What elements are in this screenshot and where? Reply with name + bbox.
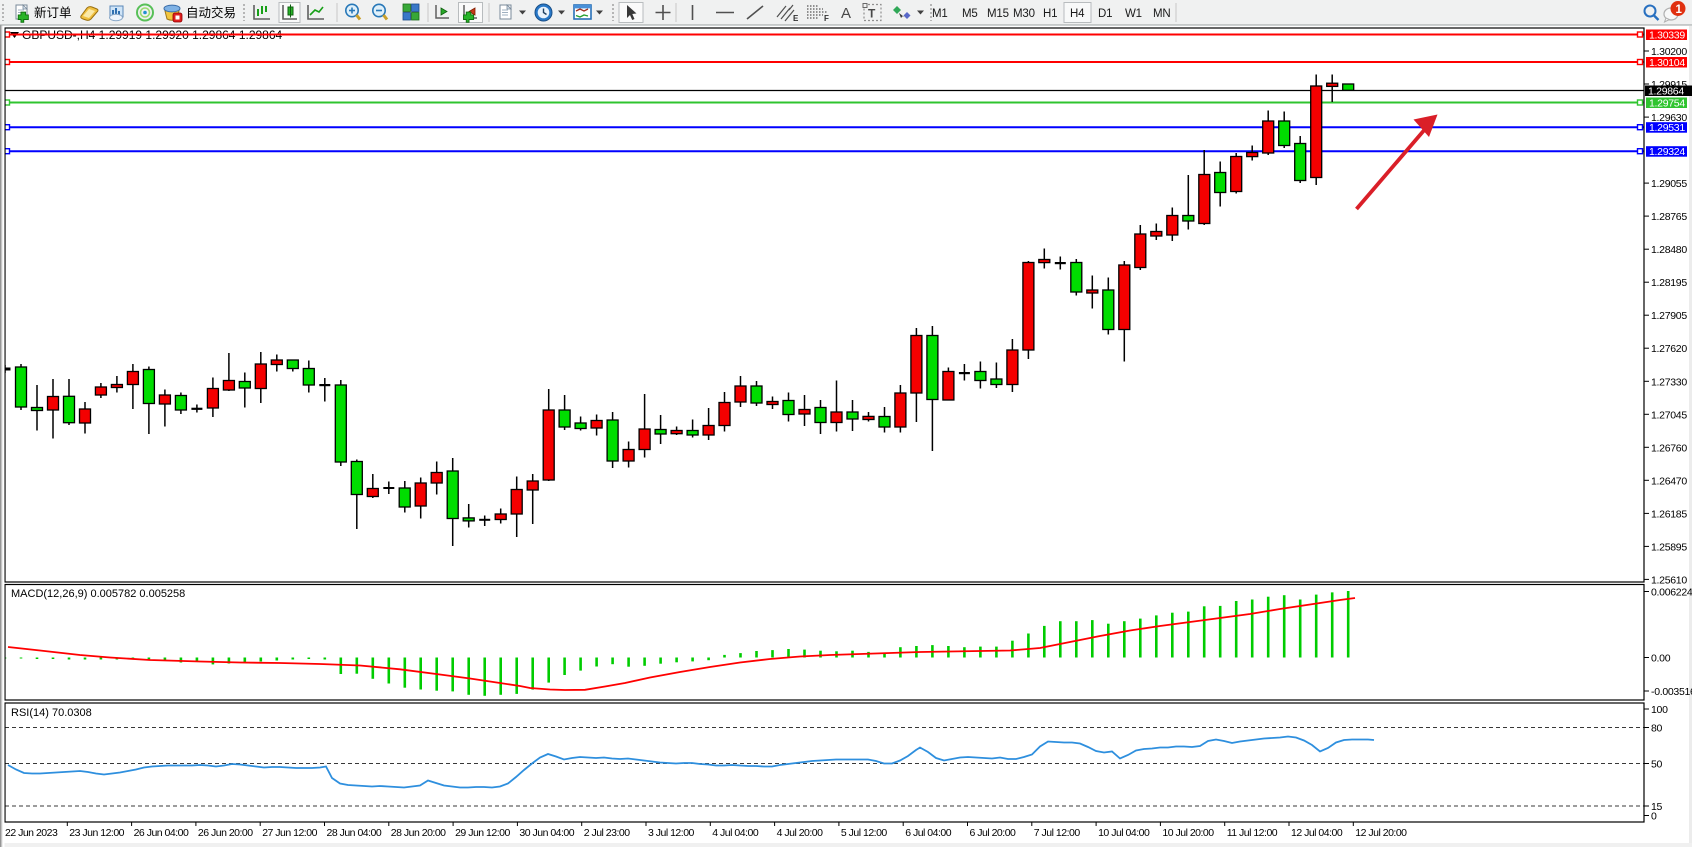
svg-text:自动交易: 自动交易 — [186, 5, 236, 20]
svg-text:26 Jun 04:00: 26 Jun 04:00 — [134, 827, 189, 839]
svg-text:1.26185: 1.26185 — [1651, 508, 1687, 520]
svg-text:10 Jul 04:00: 10 Jul 04:00 — [1098, 827, 1150, 839]
svg-text:50: 50 — [1651, 759, 1663, 771]
svg-text:6 Jul 20:00: 6 Jul 20:00 — [970, 827, 1017, 839]
svg-text:10 Jul 20:00: 10 Jul 20:00 — [1162, 827, 1214, 839]
svg-text:4 Jul 04:00: 4 Jul 04:00 — [712, 827, 759, 839]
svg-text:0.006224: 0.006224 — [1651, 587, 1692, 599]
svg-text:1.26760: 1.26760 — [1651, 442, 1687, 454]
svg-text:7 Jul 12:00: 7 Jul 12:00 — [1034, 827, 1081, 839]
svg-text:1.29754: 1.29754 — [1649, 98, 1685, 110]
svg-text:新订单: 新订单 — [34, 5, 72, 20]
svg-text:1.29055: 1.29055 — [1651, 178, 1687, 190]
svg-text:E: E — [793, 14, 799, 23]
svg-text:30 Jun 04:00: 30 Jun 04:00 — [519, 827, 574, 839]
svg-text:A: A — [841, 5, 851, 22]
svg-text:MACD(12,26,9) 0.005782 0.00525: MACD(12,26,9) 0.005782 0.005258 — [11, 588, 185, 600]
svg-text:1.26470: 1.26470 — [1651, 475, 1687, 487]
svg-text:T: T — [868, 7, 876, 21]
svg-text:11 Jul 12:00: 11 Jul 12:00 — [1227, 827, 1278, 839]
svg-text:M15: M15 — [987, 8, 1009, 20]
svg-text:MN: MN — [1153, 8, 1171, 20]
svg-text:1.27620: 1.27620 — [1651, 343, 1687, 355]
svg-text:12 Jul 20:00: 12 Jul 20:00 — [1355, 827, 1407, 839]
svg-text:M5: M5 — [962, 8, 978, 20]
svg-text:2 Jul 23:00: 2 Jul 23:00 — [584, 827, 631, 839]
svg-text:H4: H4 — [1070, 8, 1085, 20]
svg-text:29 Jun 12:00: 29 Jun 12:00 — [455, 827, 510, 839]
svg-text:F: F — [824, 14, 829, 23]
svg-text:H1: H1 — [1043, 8, 1057, 20]
svg-text:23 Jun 12:00: 23 Jun 12:00 — [69, 827, 124, 839]
svg-text:RSI(14) 70.0308: RSI(14) 70.0308 — [11, 707, 92, 719]
svg-text:1.28765: 1.28765 — [1651, 211, 1687, 223]
svg-text:3 Jul 12:00: 3 Jul 12:00 — [648, 827, 695, 839]
svg-text:100: 100 — [1651, 704, 1668, 716]
svg-text:1.30104: 1.30104 — [1649, 57, 1685, 69]
svg-text:0: 0 — [1651, 811, 1657, 823]
svg-text:-0.003516: -0.003516 — [1651, 686, 1692, 698]
svg-text:1.27330: 1.27330 — [1651, 376, 1687, 388]
svg-text:1.29864: 1.29864 — [1648, 86, 1684, 98]
svg-text:1.25895: 1.25895 — [1651, 541, 1687, 553]
svg-text:26 Jun 20:00: 26 Jun 20:00 — [198, 827, 253, 839]
svg-text:M30: M30 — [1013, 8, 1035, 20]
svg-text:1.27905: 1.27905 — [1651, 310, 1687, 322]
svg-text:1.28480: 1.28480 — [1651, 244, 1687, 256]
svg-text:28 Jun 04:00: 28 Jun 04:00 — [327, 827, 382, 839]
svg-text:15: 15 — [1651, 801, 1663, 813]
svg-text:27 Jun 12:00: 27 Jun 12:00 — [262, 827, 317, 839]
svg-text:1.25610: 1.25610 — [1651, 574, 1687, 586]
svg-text:5 Jul 12:00: 5 Jul 12:00 — [841, 827, 888, 839]
svg-text:12 Jul 04:00: 12 Jul 04:00 — [1291, 827, 1343, 839]
svg-text:1.29630: 1.29630 — [1651, 112, 1687, 124]
svg-text:1.29324: 1.29324 — [1649, 146, 1685, 158]
svg-text:0.00: 0.00 — [1651, 653, 1671, 665]
svg-text:1.28195: 1.28195 — [1651, 277, 1687, 289]
svg-text:1.30339: 1.30339 — [1649, 30, 1685, 42]
svg-text:6 Jul 04:00: 6 Jul 04:00 — [905, 827, 952, 839]
svg-text:1: 1 — [1676, 4, 1683, 16]
svg-text:4 Jul 20:00: 4 Jul 20:00 — [777, 827, 824, 839]
svg-text:28 Jun 20:00: 28 Jun 20:00 — [391, 827, 446, 839]
svg-text:80: 80 — [1651, 723, 1663, 735]
svg-text:1.29531: 1.29531 — [1649, 122, 1685, 134]
svg-text:1.27045: 1.27045 — [1651, 409, 1687, 421]
svg-text:D1: D1 — [1098, 8, 1112, 20]
svg-text:22 Jun 2023: 22 Jun 2023 — [5, 827, 58, 839]
svg-text:W1: W1 — [1125, 8, 1142, 20]
svg-text:1.30200: 1.30200 — [1651, 46, 1687, 58]
svg-text:M1: M1 — [932, 8, 948, 20]
